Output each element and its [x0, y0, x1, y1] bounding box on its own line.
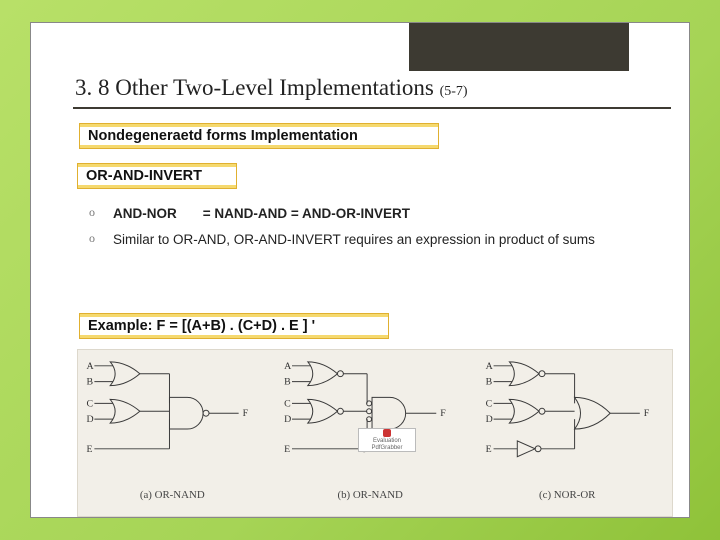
bullet-1a: AND-NOR [113, 206, 177, 221]
lbl-E: E [86, 444, 92, 455]
svg-text:B: B [486, 377, 493, 388]
slide-background: 3. 8 Other Two-Level Implementations (5-… [0, 0, 720, 540]
bullet-item-2: o Similar to OR-AND, OR-AND-INVERT requi… [89, 227, 641, 253]
watermark-line2: PdfGrabber [371, 445, 402, 451]
svg-text:B: B [284, 377, 291, 388]
bullet-marker: o [89, 227, 99, 253]
watermark-icon [383, 429, 391, 437]
heading-1-text: Nondegeneraetd forms Implementation [88, 128, 358, 144]
svg-text:D: D [284, 414, 291, 425]
bullet-item-1: o AND-NOR = NAND-AND = AND-OR-INVERT [89, 201, 641, 227]
svg-text:C: C [284, 398, 291, 409]
svg-text:A: A [284, 361, 292, 372]
circuit-a: A B C D E F (a) OR-NAND [86, 361, 248, 501]
bullet-list: o AND-NOR = NAND-AND = AND-OR-INVERT o Si… [89, 201, 641, 252]
watermark-line1: Evaluation [373, 438, 401, 444]
lbl-B: B [86, 377, 93, 388]
caption-a: (a) OR-NAND [140, 489, 205, 501]
caption-c: (c) NOR-OR [539, 489, 596, 501]
lbl-F: F [243, 408, 249, 419]
svg-text:A: A [486, 361, 494, 372]
circuit-diagram-panel: A B C D E F (a) OR-NAND [77, 349, 673, 517]
caption-b: (b) OR-NAND [337, 489, 403, 501]
bullet-1-text: AND-NOR = NAND-AND = AND-OR-INVERT [113, 201, 641, 227]
heading-3-text: Example: F = [(A+B) . (C+D) . E ] ' [88, 318, 315, 334]
heading-box-1: Nondegeneraetd forms Implementation [79, 123, 439, 149]
svg-text:E: E [284, 444, 290, 455]
title-sub: (5-7) [440, 84, 468, 99]
heading-box-3: Example: F = [(A+B) . (C+D) . E ] ' [79, 313, 389, 339]
bullet-1b: = NAND-AND = AND-OR-INVERT [203, 206, 410, 221]
svg-text:F: F [644, 408, 650, 419]
heading-2-text: OR-AND-INVERT [86, 168, 202, 184]
bullet-marker: o [89, 201, 99, 227]
svg-text:E: E [486, 444, 492, 455]
slide-card: 3. 8 Other Two-Level Implementations (5-… [30, 22, 690, 518]
bullet-2-text: Similar to OR-AND, OR-AND-INVERT require… [113, 227, 641, 253]
header-accent-box [409, 23, 629, 71]
svg-text:D: D [486, 414, 493, 425]
watermark-badge: Evaluation PdfGrabber [358, 428, 416, 452]
title-main: 3. 8 Other Two-Level Implementations [75, 75, 440, 100]
lbl-D: D [86, 414, 93, 425]
lbl-A: A [86, 361, 94, 372]
svg-text:F: F [440, 408, 446, 419]
svg-text:C: C [486, 398, 493, 409]
lbl-C: C [86, 398, 93, 409]
circuit-c: A B C D E F (c) NOR-OR [486, 361, 650, 501]
slide-title: 3. 8 Other Two-Level Implementations (5-… [75, 75, 468, 101]
heading-box-2: OR-AND-INVERT [77, 163, 237, 189]
title-underline [73, 107, 671, 109]
